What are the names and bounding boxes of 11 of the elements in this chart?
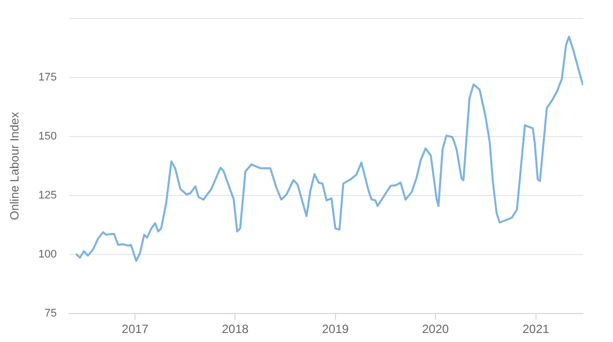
x-tick-label: 2019 [322,322,350,336]
y-tick-label: 75 [44,308,57,320]
x-tick-label: 2017 [122,322,149,336]
y-axis-title: Online Labour Index [8,112,22,220]
x-tick-label: 2020 [422,322,450,336]
y-tick-label: 150 [38,130,57,143]
y-tick-label: 100 [38,248,57,261]
x-tick-label: 2018 [222,322,249,336]
x-tick-label: 2021 [522,322,550,336]
y-tick-label: 175 [38,72,57,84]
y-tick-label: 125 [38,190,57,202]
